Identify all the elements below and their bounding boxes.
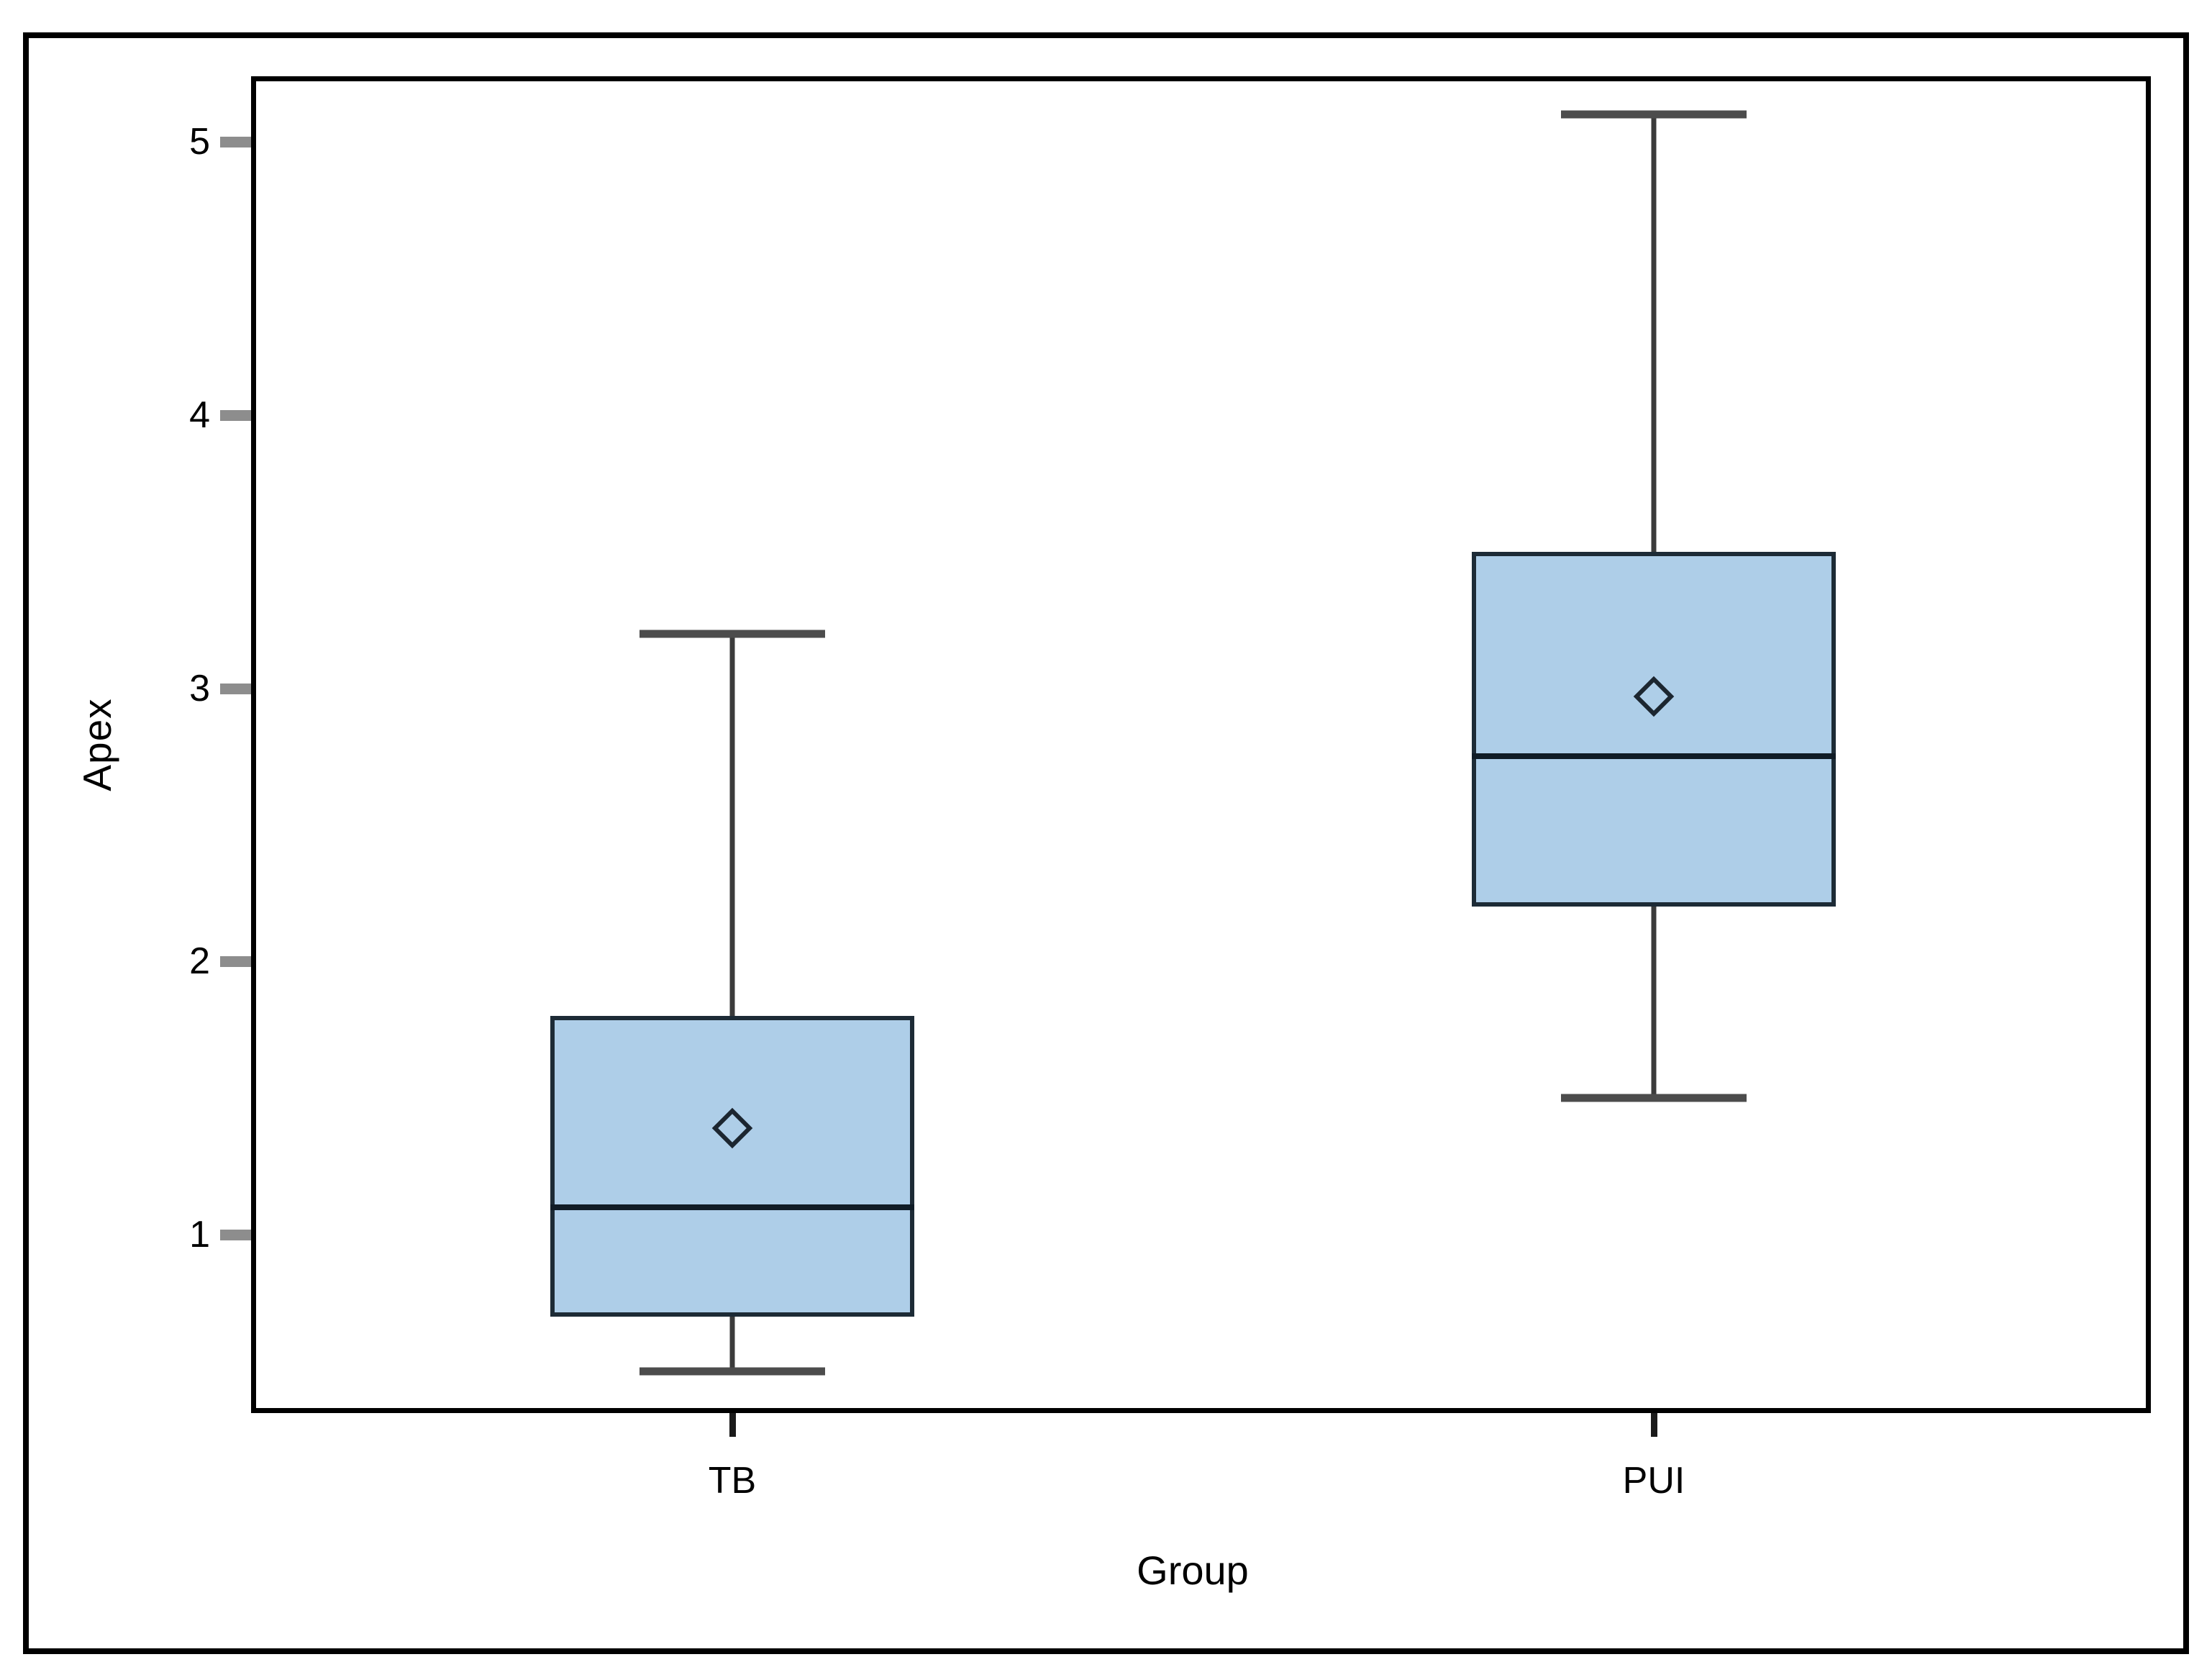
x-tick-label: TB (708, 1460, 757, 1502)
upper-whisker-line (729, 633, 735, 1017)
lower-whisker-cap (1561, 1094, 1747, 1102)
median-line (1472, 753, 1836, 760)
x-axis-title: Group (1137, 1548, 1249, 1593)
plot-area (251, 76, 2151, 1413)
y-tick-mark (220, 409, 251, 421)
iqr-box (1472, 551, 1836, 907)
lower-whisker-line (729, 1316, 735, 1371)
y-tick-label: 4 (189, 394, 210, 436)
x-tick-mark (1651, 1413, 1657, 1437)
y-tick-label: 1 (189, 1214, 210, 1256)
y-tick-label: 2 (189, 940, 210, 983)
upper-whisker-cap (640, 630, 825, 638)
x-tick-label: PUI (1622, 1460, 1685, 1502)
y-tick-mark (220, 956, 251, 968)
median-line (550, 1204, 914, 1211)
x-tick-mark (729, 1413, 736, 1437)
y-tick-mark (220, 1230, 251, 1240)
iqr-box (550, 1016, 914, 1317)
upper-whisker-cap (1561, 110, 1747, 119)
y-tick-mark (220, 137, 251, 147)
y-tick-label: 3 (189, 667, 210, 709)
upper-whisker-line (1651, 114, 1657, 552)
y-tick-mark (220, 683, 251, 694)
y-tick-label: 5 (189, 121, 210, 163)
lower-whisker-line (1651, 907, 1657, 1099)
figure-border (23, 32, 2189, 1654)
lower-whisker-cap (640, 1367, 825, 1376)
